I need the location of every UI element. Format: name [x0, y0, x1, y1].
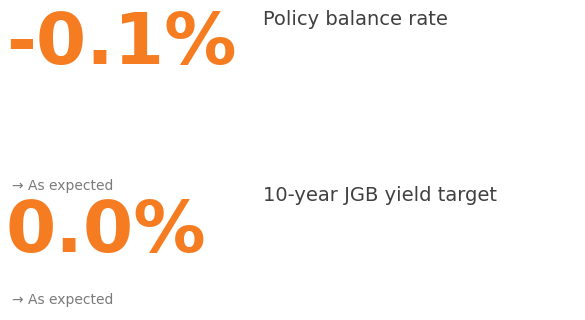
Text: 0.0%: 0.0%	[6, 198, 207, 268]
Text: Policy balance rate: Policy balance rate	[263, 10, 448, 28]
Text: → As expected: → As expected	[12, 179, 113, 193]
Text: → As expected: → As expected	[12, 293, 113, 307]
Text: -0.1%: -0.1%	[6, 10, 236, 79]
Text: 10-year JGB yield target: 10-year JGB yield target	[263, 186, 497, 204]
